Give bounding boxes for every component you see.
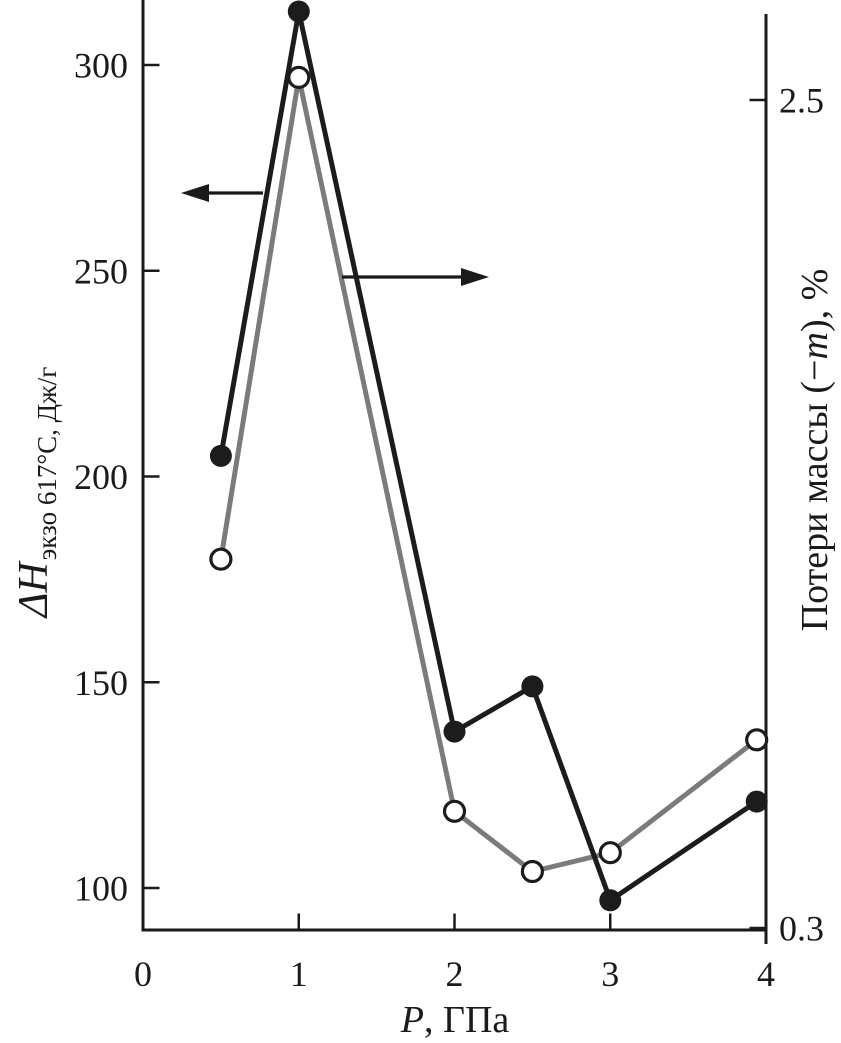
y-left-tick-label: 100 (74, 869, 128, 909)
series-line-delta-H-exo (218, 9, 759, 903)
y-left-tick-label: 250 (74, 251, 128, 291)
x-tick-label: 0 (134, 954, 152, 994)
data-point-filled-circle (521, 675, 544, 698)
data-point-filled-circle (745, 790, 768, 813)
y-axis-right-title: Потери массы (−m), % (794, 269, 836, 632)
y-right-tick-label: 2.5 (779, 81, 824, 121)
data-point-filled-circle (209, 444, 232, 467)
x-axis-title: P, ГПа (400, 999, 510, 1041)
y-left-tick-label: 200 (74, 457, 128, 497)
x-tick-label: 4 (757, 954, 775, 994)
data-point-open-circle (520, 859, 545, 884)
data-point-filled-circle (599, 889, 622, 912)
x-tick-label: 1 (290, 954, 308, 994)
data-point-open-circle (442, 799, 467, 823)
series-line-mass-loss (218, 74, 759, 874)
right-arrow-icon (461, 268, 489, 286)
left-arrow-icon (181, 184, 209, 202)
data-point-filled-circle (443, 720, 466, 743)
data-point-open-circle (598, 841, 622, 865)
y-right-tick-label: 0.3 (779, 908, 824, 948)
y-left-tick-label: 300 (74, 46, 128, 86)
y-axis-left-title: ΔHэкзо 617°C, Дж/г (11, 367, 62, 620)
data-point-filled-circle (287, 0, 310, 23)
data-point-open-circle (209, 547, 233, 571)
data-point-open-circle (745, 728, 769, 752)
x-tick-label: 2 (446, 954, 464, 994)
data-point-open-circle (287, 65, 311, 90)
x-tick-label: 3 (601, 954, 619, 994)
y-left-tick-label: 150 (74, 663, 128, 703)
